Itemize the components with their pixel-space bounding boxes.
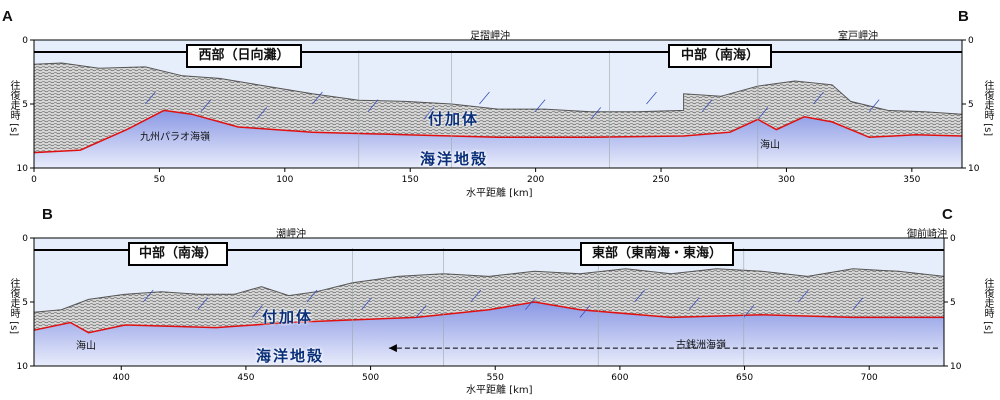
x-tick-label: 100 [276,175,293,185]
region-central: 中部（南海） [668,44,772,68]
ridge-arrow-head [388,344,397,353]
location-ashizuri: 足摺岬沖 [470,31,510,42]
accretion-label: 付加体 [428,110,480,128]
accretionary-wedge [34,63,962,153]
x-tick-label: 350 [903,175,920,185]
fault-line [534,99,546,112]
fault-line [743,305,755,318]
x-tick-label: 200 [527,175,544,185]
fault-line [757,107,769,120]
x-tick-label: 650 [736,373,753,383]
accretion-label-2: 付加体 [262,308,314,326]
x-tick-label: 550 [487,373,504,383]
fault-line [813,91,824,105]
x-tick-label: 400 [113,373,130,383]
ridge-label: 九州パラオ海嶺 [140,132,210,143]
fault-line [367,99,379,112]
y-axis-title-left: 往復走時 [s] [8,80,19,137]
plate-interface [33,109,963,154]
x-tick-label: 700 [861,373,878,383]
y-tick-label: 5 [22,298,28,308]
x-tick-label: 150 [402,175,419,185]
fault-line [646,91,657,105]
fault-line [852,297,864,310]
fault-line [423,107,435,120]
x-tick-label: 250 [652,175,669,185]
crust-label: 海洋地殻 [420,150,489,168]
fault-line [688,297,700,310]
panel-b2-label: B [42,206,53,223]
x-tick-label: 50 [154,175,166,185]
x-tick-label: 300 [778,175,795,185]
fault-line [145,91,156,105]
seafloor-line [33,268,945,313]
region-central-2: 中部（南海） [128,242,228,266]
fault-line [798,289,809,303]
oceanic-crust [34,110,962,168]
crust-label-2: 海洋地殻 [256,347,325,365]
ridge-label-2: 古銭洲海嶺 [676,340,726,351]
location-omaezaki: 御前崎沖 [907,229,947,240]
oceanic-crust [34,302,944,366]
fault-line [634,289,645,303]
y-tick-label: 10 [968,164,980,174]
fault-line [361,297,372,310]
fault-line [579,305,591,318]
panel-c-label: C [942,206,953,223]
seamount-label: 海山 [760,140,780,151]
fault-line [306,289,318,303]
location-shiono: 潮岬沖 [276,229,306,240]
fault-line [256,107,268,120]
region-east: 東部（東南海・東海） [580,242,734,266]
panel-b-label: B [958,8,969,25]
seafloor-line [33,62,963,115]
x-axis-title: 水平距離 [km] [466,188,533,199]
y-tick-label: 5 [968,100,974,110]
fault-line [525,297,536,310]
fault-line [415,305,427,318]
y-tick-label: 10 [17,362,29,372]
y-tick-label: 0 [22,234,28,244]
y-tick-label: 0 [22,36,28,46]
region-west: 西部（日向灘） [186,44,302,68]
fault-line [252,305,263,318]
x-tick-label: 450 [237,373,254,383]
x-tick-label: 0 [31,175,37,185]
panel-top: 0 50 100 150 200 250 300 350 0 0 5 5 10 10 [17,36,980,185]
y-tick-label: 0 [968,36,974,46]
y-axis-title-right: 往復走時 [s] [982,80,993,137]
fault-line [197,297,209,310]
fault-line [312,91,323,105]
y-axis-title-right-2: 往復走時 [s] [982,278,993,335]
y-tick-label: 10 [950,362,962,372]
fault-line [590,107,602,120]
location-muroto: 室戸岬沖 [838,31,878,42]
plate-interface [33,301,944,334]
y-axis-title-left-2: 往復走時 [s] [8,278,19,335]
fault-line [479,91,490,105]
seamount-label-2: 海山 [76,341,96,352]
y-tick-label: 5 [22,100,28,110]
fault-line [200,99,212,112]
y-tick-label: 5 [950,298,956,308]
y-tick-label: 0 [950,234,956,244]
fault-line [142,289,154,303]
accretionary-wedge [34,268,944,333]
fault-line [701,99,713,112]
x-tick-label: 600 [611,373,628,383]
x-axis-title-2: 水平距離 [km] [466,385,533,396]
panel-a-label: A [2,8,13,25]
x-tick-label: 500 [362,373,379,383]
fault-line [868,99,880,112]
y-tick-label: 10 [17,164,29,174]
fault-line [470,289,482,303]
